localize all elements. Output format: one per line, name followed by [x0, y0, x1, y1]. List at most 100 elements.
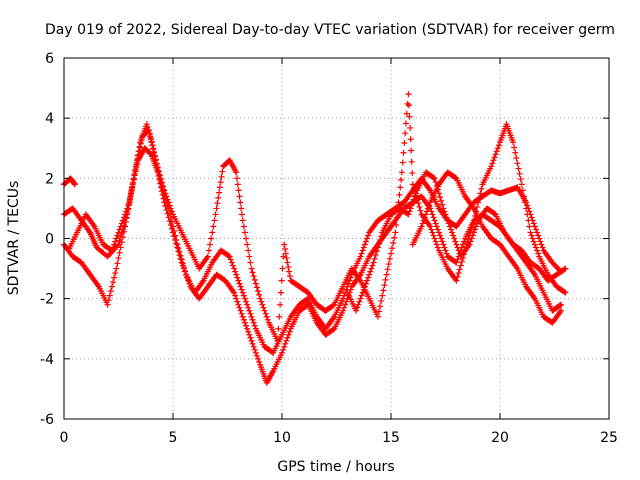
- data-point: [122, 211, 129, 218]
- data-point: [214, 200, 221, 207]
- data-point: [401, 139, 408, 146]
- data-point: [494, 145, 501, 152]
- data-point: [234, 175, 241, 182]
- data-point: [534, 229, 541, 236]
- data-point: [104, 301, 111, 308]
- data-point: [447, 226, 454, 233]
- data-point: [260, 304, 267, 311]
- data-point: [255, 288, 262, 295]
- data-point: [393, 214, 400, 221]
- data-point: [514, 160, 521, 167]
- data-point: [442, 247, 449, 254]
- data-point: [283, 255, 290, 262]
- data-point: [341, 304, 348, 311]
- data-point: [440, 241, 447, 248]
- data-point: [528, 214, 535, 221]
- data-point: [340, 307, 347, 314]
- data-point: [249, 340, 256, 347]
- data-point: [243, 235, 250, 242]
- data-point: [243, 322, 250, 329]
- data-point: [444, 217, 451, 224]
- data-point: [399, 159, 406, 166]
- data-point: [536, 235, 543, 242]
- data-point: [207, 241, 214, 248]
- data-point: [114, 232, 121, 239]
- data-point: [167, 221, 174, 228]
- data-point: [365, 274, 372, 281]
- data-point: [284, 259, 291, 266]
- data-point: [459, 241, 466, 248]
- data-point: [422, 211, 429, 218]
- data-point: [490, 157, 497, 164]
- data-point: [452, 238, 459, 245]
- data-point: [114, 260, 121, 267]
- data-point: [405, 91, 412, 98]
- data-point: [154, 164, 161, 171]
- data-point: [420, 217, 427, 224]
- data-point: [361, 241, 368, 248]
- data-point: [528, 232, 535, 239]
- data-point: [281, 241, 288, 248]
- data-point: [181, 268, 188, 275]
- data-point: [128, 190, 135, 197]
- y-tick-label: 4: [45, 111, 54, 127]
- data-point: [443, 250, 450, 257]
- data-point: [115, 255, 122, 262]
- x-tick-label: 25: [600, 430, 618, 446]
- data-point: [250, 273, 257, 280]
- data-point: [279, 349, 285, 356]
- data-point: [105, 297, 112, 304]
- data-point: [237, 283, 244, 290]
- data-point: [378, 233, 385, 240]
- data-point: [165, 214, 172, 221]
- data-point: [443, 214, 450, 221]
- data-point: [280, 346, 287, 353]
- data-point: [357, 253, 364, 260]
- data-point: [232, 268, 239, 275]
- data-point: [359, 289, 366, 296]
- y-tick-label: 0: [45, 232, 54, 248]
- data-point: [175, 248, 182, 255]
- data-point: [529, 235, 536, 242]
- data-point: [118, 220, 125, 227]
- data-point: [530, 238, 537, 245]
- data-point: [432, 238, 439, 245]
- data-point: [162, 190, 169, 197]
- data-point: [160, 183, 167, 190]
- data-point: [430, 214, 437, 221]
- data-point: [378, 297, 385, 304]
- data-point: [128, 185, 135, 192]
- data-point: [240, 223, 247, 230]
- data-point: [524, 211, 531, 218]
- data-point: [243, 298, 250, 305]
- data-point: [535, 232, 542, 239]
- data-point: [449, 229, 456, 236]
- data-point: [425, 205, 432, 212]
- data-point: [454, 244, 461, 251]
- data-point: [257, 295, 264, 302]
- data-point: [342, 301, 349, 308]
- data-point: [432, 179, 439, 186]
- data-point: [454, 256, 461, 263]
- data-point: [396, 191, 403, 198]
- data-point: [391, 234, 398, 241]
- data-point: [471, 226, 478, 233]
- data-point: [119, 217, 126, 224]
- series-track-f: [409, 169, 565, 326]
- data-point: [233, 271, 240, 278]
- data-point: [147, 150, 154, 157]
- data-point: [148, 138, 155, 145]
- data-point: [519, 187, 526, 194]
- data-point: [108, 247, 115, 254]
- data-point: [468, 224, 475, 231]
- data-point: [435, 229, 442, 236]
- data-point: [380, 287, 387, 294]
- data-point: [388, 250, 394, 257]
- data-point: [135, 152, 142, 159]
- data-point: [531, 223, 538, 230]
- data-point: [136, 148, 143, 155]
- data-point: [264, 316, 271, 323]
- data-point: [452, 174, 459, 181]
- data-point: [561, 288, 568, 295]
- data-point: [205, 247, 212, 254]
